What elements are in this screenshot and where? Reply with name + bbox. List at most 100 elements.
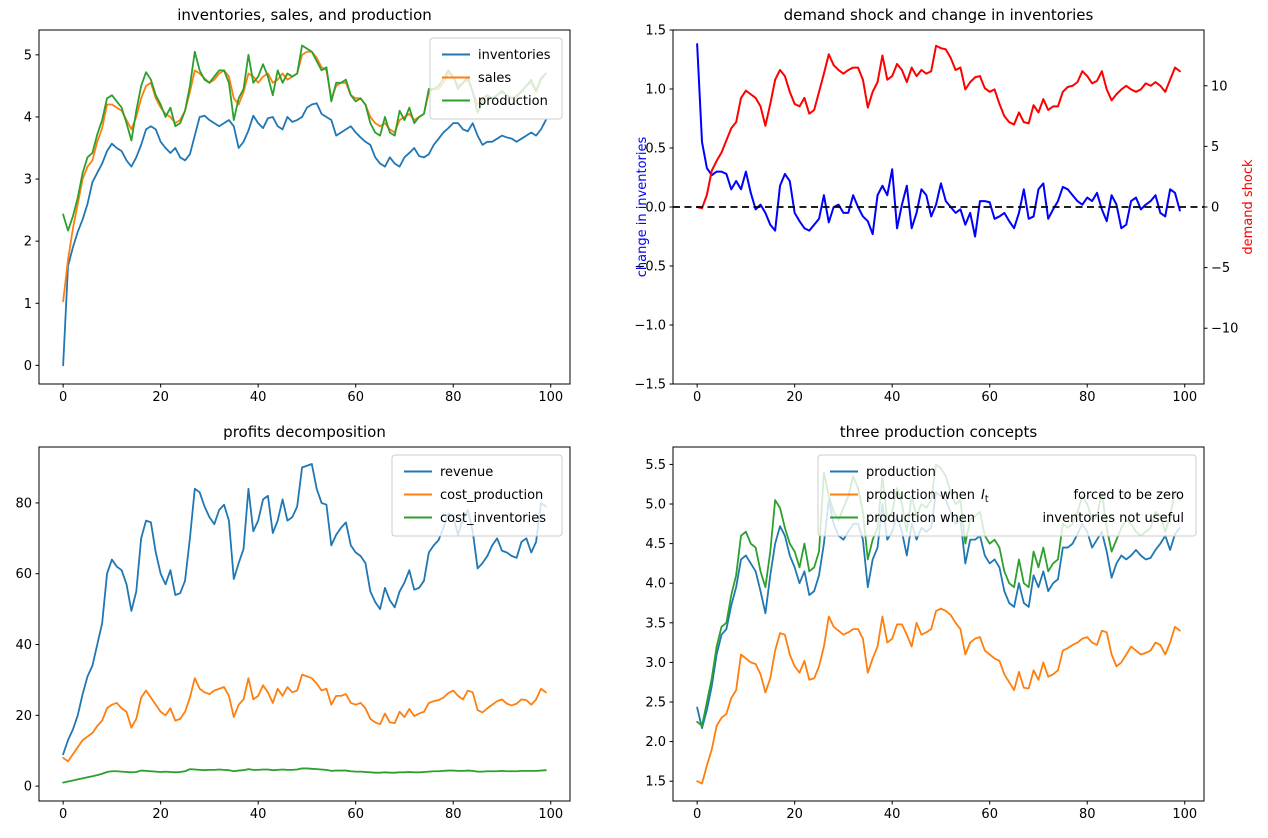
y-tick-label: 4 xyxy=(24,110,32,125)
x-tick-label: 60 xyxy=(981,807,998,822)
x-tick-label: 20 xyxy=(786,807,803,822)
y-tick-label: −5 xyxy=(1211,261,1230,276)
legend-label-right-part: inventories not useful xyxy=(1042,511,1184,526)
y-axis-left: 1.5 2.0 2.5 3.0 3.5 4.0 4.5 5.0 5.5 xyxy=(645,458,673,790)
legend-box xyxy=(817,454,1197,537)
series-cost-production xyxy=(62,673,547,763)
legend-label: revenue xyxy=(440,465,493,480)
x-tick-label: 40 xyxy=(884,390,901,405)
y-tick-label: 1.0 xyxy=(645,83,666,98)
legend: production production when It forced to be … xyxy=(817,454,1197,537)
plot-border xyxy=(38,446,571,802)
y-tick-label: 1 xyxy=(24,297,32,312)
y-tick-label: 0 xyxy=(24,780,32,795)
x-axis: 0 20 40 60 80 100 xyxy=(693,384,1197,405)
legend-label: production when xyxy=(866,511,975,526)
y-tick-label: −1.5 xyxy=(634,378,666,393)
chart-profits-decomposition: 0 20 40 60 80 100 0 20 40 60 80 profits decompositi… xyxy=(15,423,571,822)
series-demand-shock xyxy=(696,44,1181,210)
chart-three-production-concepts: 0 20 40 60 80 100 1.5 2.0 2.5 3.0 3.5 4.0 4.5 5.0 5.5 t… xyxy=(645,423,1205,822)
y-tick-label: 0.5 xyxy=(645,142,666,157)
chart-title: inventories, sales, and production xyxy=(177,6,432,24)
x-tick-label: 40 xyxy=(250,807,267,822)
plot-border xyxy=(38,29,571,385)
x-tick-label: 0 xyxy=(693,807,701,822)
chart-title: profits decomposition xyxy=(223,423,386,441)
y-tick-label: 0 xyxy=(1211,201,1219,216)
y-tick-label: 60 xyxy=(15,567,32,582)
y-tick-label: 3.5 xyxy=(645,616,666,631)
x-tick-label: 60 xyxy=(347,807,364,822)
y-axis-right: −10 −5 0 5 10 xyxy=(1204,79,1238,337)
legend-label: cost_production xyxy=(440,488,543,503)
y-tick-label: 2 xyxy=(24,235,32,250)
panel-three-production-concepts: 0 20 40 60 80 100 1.5 2.0 2.5 3.0 3.5 4.0 4.5 5.0 5.5 t… xyxy=(634,417,1268,834)
x-tick-label: 60 xyxy=(347,390,364,405)
x-tick-label: 60 xyxy=(981,390,998,405)
x-tick-label: 0 xyxy=(693,390,701,405)
y-tick-label: 1.5 xyxy=(645,775,666,790)
y-tick-label: 0 xyxy=(24,359,32,374)
chart-inventories-sales-production: 0 20 40 60 80 100 0 1 2 3 4 5 inventories, sales, an… xyxy=(24,6,571,405)
y-tick-label: 20 xyxy=(15,709,32,724)
y-tick-label: 0.0 xyxy=(645,201,666,216)
x-axis: 0 20 40 60 80 100 xyxy=(59,384,563,405)
legend-label: cost_inventories xyxy=(440,511,546,526)
y-axis-label-left: change in inventories xyxy=(635,137,650,278)
series-inventories xyxy=(62,102,547,367)
y-tick-label: 3.0 xyxy=(645,656,666,671)
legend-label: production xyxy=(478,94,548,109)
series-change-in-inventories xyxy=(696,43,1181,238)
x-tick-label: 0 xyxy=(59,807,67,822)
panel-profits-decomposition: 0 20 40 60 80 100 0 20 40 60 80 profits decompositi… xyxy=(0,417,634,834)
x-tick-label: 40 xyxy=(884,807,901,822)
y-tick-label: −1.0 xyxy=(634,319,666,334)
y-tick-label: 5 xyxy=(24,48,32,63)
series-group xyxy=(696,43,1181,238)
x-tick-label: 40 xyxy=(250,390,267,405)
legend-box xyxy=(391,454,563,537)
x-axis: 0 20 40 60 80 100 xyxy=(693,801,1197,822)
x-axis: 0 20 40 60 80 100 xyxy=(59,801,563,822)
y-tick-label: 80 xyxy=(15,496,32,511)
y-tick-label: 1.5 xyxy=(645,24,666,39)
legend-label-right-part: forced to be zero xyxy=(1073,488,1184,503)
legend-label: inventories xyxy=(478,48,551,63)
legend-box xyxy=(429,37,563,120)
y-tick-label: 2.0 xyxy=(645,735,666,750)
y-tick-label: −10 xyxy=(1211,322,1238,337)
x-tick-label: 80 xyxy=(445,807,462,822)
chart-title: three production concepts xyxy=(840,423,1038,441)
x-tick-label: 80 xyxy=(445,390,462,405)
y-tick-label: 2.5 xyxy=(645,696,666,711)
y-tick-label: 5 xyxy=(1211,140,1219,155)
x-tick-label: 80 xyxy=(1079,807,1096,822)
legend: inventories sales production xyxy=(429,37,563,120)
panel-demand-shock-change-inventories: 0 20 40 60 80 100 −1.5 −1.0 −0.5 0.0 0.5 1.0 1.5 −10−… xyxy=(634,0,1268,417)
x-tick-label: 100 xyxy=(538,390,563,405)
series-cost-inventories xyxy=(62,767,547,784)
y-tick-label: 10 xyxy=(1211,79,1228,94)
legend-label: sales xyxy=(478,71,511,86)
x-tick-label: 20 xyxy=(152,390,169,405)
y-axis-left: 0 20 40 60 80 xyxy=(15,496,39,795)
y-tick-label: 4.0 xyxy=(645,577,666,592)
legend-label: production when It xyxy=(866,488,989,505)
y-tick-label: 3 xyxy=(24,173,32,188)
x-tick-label: 80 xyxy=(1079,390,1096,405)
x-tick-label: 20 xyxy=(152,807,169,822)
plot-border xyxy=(672,446,1205,802)
y-axis-label-right: demand shock xyxy=(1241,159,1256,255)
x-tick-label: 100 xyxy=(1172,390,1197,405)
y-tick-label: 5.0 xyxy=(645,498,666,513)
x-tick-label: 0 xyxy=(59,390,67,405)
y-tick-label: −0.5 xyxy=(634,260,666,275)
x-tick-label: 100 xyxy=(1172,807,1197,822)
y-axis-left: 0 1 2 3 4 5 xyxy=(24,48,39,374)
legend-label: production xyxy=(866,465,936,480)
y-tick-label: 40 xyxy=(15,638,32,653)
y-tick-label: 5.5 xyxy=(645,458,666,473)
legend: revenue cost_production cost_inventories xyxy=(391,454,563,537)
x-tick-label: 20 xyxy=(786,390,803,405)
